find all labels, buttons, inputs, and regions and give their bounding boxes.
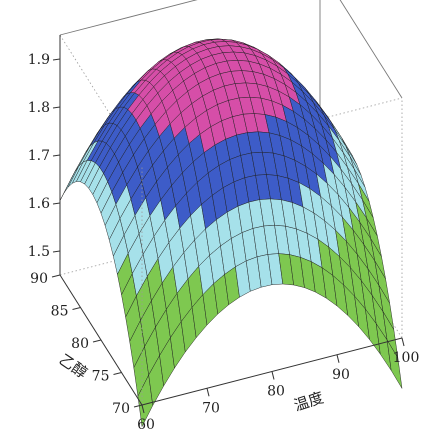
x-tick (336, 354, 340, 363)
x-tick-label: 80 (267, 384, 285, 400)
y-tick-label: 80 (71, 336, 89, 352)
z-tick-label: 1.8 (28, 100, 50, 116)
z-tick-label: 1.5 (28, 244, 50, 260)
x-axis-label: 温度 (292, 388, 326, 414)
y-tick-label: 85 (51, 304, 69, 320)
response-surface (59, 38, 403, 427)
x-tick (141, 404, 145, 414)
y-tick (72, 307, 81, 310)
z-tick (52, 202, 61, 205)
y-tick (92, 339, 102, 343)
box-edge (59, 0, 198, 36)
x-tick-label: 90 (332, 367, 350, 383)
x-tick (271, 371, 275, 380)
x-tick-label: 60 (137, 417, 155, 433)
z-tick-label: 1.9 (28, 52, 50, 68)
z-tick (52, 58, 61, 61)
z-tick-label: 1.7 (28, 148, 50, 164)
y-tick (51, 274, 61, 278)
box-front-edges (141, 98, 403, 405)
box-edge (59, 34, 143, 166)
z-tick (52, 106, 61, 109)
y-tick-label: 70 (112, 401, 130, 417)
surface-facet (386, 339, 403, 389)
y-axis-label: 乙醇 (56, 350, 91, 382)
z-tick-label: 1.6 (28, 196, 50, 212)
box-edge (59, 207, 321, 276)
box-edge (339, 0, 403, 99)
x-tick (401, 337, 405, 347)
y-tick (113, 372, 122, 375)
x-tick (206, 388, 210, 397)
y-tick-label: 90 (30, 271, 48, 287)
z-tick (52, 250, 61, 253)
x-tick-label: 100 (393, 350, 420, 366)
y-tick (133, 404, 143, 408)
y-tick-label: 75 (92, 369, 110, 385)
z-tick (52, 154, 61, 157)
x-tick-label: 70 (202, 400, 220, 416)
